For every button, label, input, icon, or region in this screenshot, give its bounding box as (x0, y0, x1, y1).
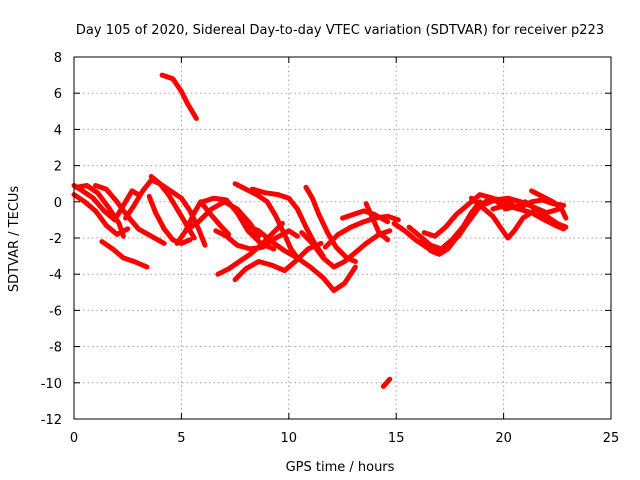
data-series-arc-32 (522, 199, 569, 230)
y-tick-label: -6 (49, 304, 62, 319)
y-axis-title: SDTVAR / TECUs (7, 186, 22, 293)
y-tick-label: 6 (54, 87, 62, 102)
data-series-arc-5 (99, 239, 150, 270)
data-series-arc-34 (529, 188, 569, 221)
data-series-arc-8 (148, 174, 208, 248)
data-series-arc-7 (146, 193, 193, 246)
data-series-arc-1 (71, 183, 141, 223)
data-series-arc-30 (479, 195, 562, 216)
data-series-arc-9 (159, 72, 199, 121)
y-tick-label: -12 (41, 413, 62, 428)
data-series-arc-26 (406, 199, 483, 252)
data-series-arc-17 (243, 222, 358, 293)
y-tick-label: 4 (54, 123, 62, 138)
data-series-arc-16 (232, 181, 300, 261)
data-series-arc-19 (303, 184, 358, 264)
data-series-arc-3 (73, 183, 126, 239)
y-tick-label: -8 (49, 341, 62, 356)
y-tick-label: 0 (54, 196, 62, 211)
data-series-arc-15 (232, 240, 324, 283)
data-series-arc-14 (215, 221, 285, 277)
data-series-arc-2 (71, 192, 131, 237)
x-tick-labels: 0 5 10 15 20 25 (70, 431, 619, 446)
x-tick-label: 10 (281, 431, 298, 446)
data-series-arc-22 (340, 208, 391, 225)
x-tick-label: 25 (603, 431, 620, 446)
data-series-arc-31 (490, 202, 567, 232)
y-tick-label: -10 (41, 377, 62, 392)
data-traces (71, 72, 569, 389)
x-tick-label: 0 (70, 431, 78, 446)
axis-ticks (73, 56, 612, 420)
data-series-arc-21 (322, 213, 401, 250)
y-tick-label: -4 (49, 268, 62, 283)
data-series-arc-24 (380, 376, 393, 389)
x-axis-title: GPS time / hours (286, 460, 395, 475)
data-series-arc-20 (299, 228, 393, 270)
y-tick-label: 2 (54, 160, 62, 175)
x-tick-label: 20 (495, 431, 512, 446)
y-tick-labels: -12 -10 -8 -6 -4 -2 0 2 4 6 8 (41, 51, 62, 428)
y-tick-label: 8 (54, 51, 62, 66)
chart-title: Day 105 of 2020, Sidereal Day-to-day VTE… (76, 23, 604, 38)
y-tick-label: -2 (49, 232, 62, 247)
data-series-arc-27 (419, 197, 492, 257)
data-series-arc-23 (363, 201, 391, 243)
x-tick-label: 15 (388, 431, 405, 446)
x-tick-label: 5 (177, 431, 185, 446)
data-series-arc-29 (468, 195, 537, 241)
